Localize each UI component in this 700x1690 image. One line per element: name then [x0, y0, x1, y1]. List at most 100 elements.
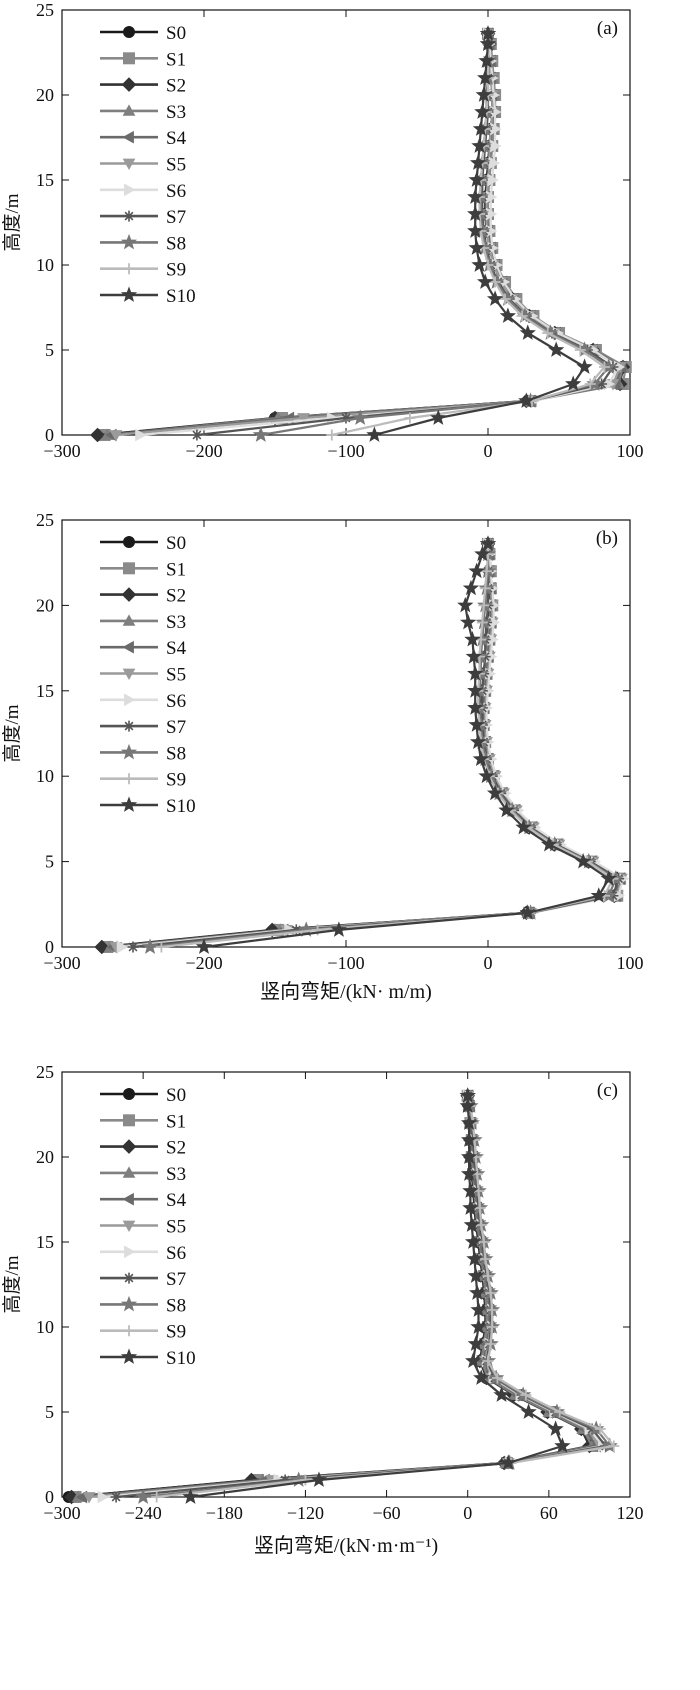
- data-point: [554, 1437, 571, 1453]
- legend-label: S9: [166, 260, 186, 281]
- series-line: [142, 1095, 611, 1499]
- data-point: [478, 767, 495, 784]
- legend-marker: [122, 158, 136, 171]
- legend-marker: [122, 1192, 134, 1206]
- legend-marker: [121, 77, 137, 92]
- y-axis-label: 高度/m: [1, 704, 23, 762]
- legend-marker: [120, 743, 138, 760]
- series-line: [149, 543, 617, 949]
- legend-marker: [120, 233, 138, 250]
- x-tick-label: −300: [43, 953, 80, 973]
- y-tick-label: 5: [45, 340, 54, 360]
- series-s9: [155, 538, 619, 953]
- data-point: [488, 156, 501, 170]
- legend: S0 S1 S2 S3 S4 S5 S6 S7 S8 S9 S10: [100, 23, 196, 307]
- legend-marker: [123, 1325, 135, 1337]
- x-tick-label: −100: [327, 953, 364, 973]
- y-tick-label: 10: [36, 1317, 54, 1337]
- x-tick-label: 0: [484, 953, 493, 973]
- legend-marker: [123, 773, 135, 785]
- series-s1: [69, 1089, 601, 1503]
- series-s0: [62, 1089, 599, 1503]
- legend-item: S1: [100, 559, 186, 580]
- x-tick-label: 120: [617, 1503, 644, 1523]
- legend-item: S9: [100, 1322, 186, 1343]
- legend-item: S3: [100, 612, 186, 633]
- data-point: [491, 1372, 503, 1384]
- legend-label: S2: [166, 1138, 186, 1159]
- data-point: [479, 35, 497, 51]
- series-line: [115, 1095, 607, 1499]
- legend-marker: [123, 263, 135, 275]
- data-point: [116, 940, 129, 954]
- legend-item: S3: [100, 102, 186, 123]
- legend-label: S3: [166, 1164, 186, 1185]
- data-point: [475, 1219, 487, 1231]
- data-point: [520, 1389, 532, 1401]
- x-tick-label: 60: [540, 1503, 558, 1523]
- legend-marker: [124, 1245, 136, 1259]
- data-point: [473, 1369, 490, 1385]
- legend-item: S6: [100, 181, 186, 202]
- data-point: [460, 1131, 478, 1147]
- series-line: [111, 33, 623, 437]
- data-point: [404, 412, 416, 424]
- legend-marker: [123, 26, 135, 38]
- legend-marker: [123, 1088, 135, 1100]
- data-point: [464, 1352, 482, 1368]
- x-tick-label: −200: [185, 953, 222, 973]
- y-tick-label: 10: [36, 766, 54, 786]
- data-point: [467, 222, 484, 238]
- legend-item: S3: [100, 1164, 186, 1185]
- series-s10: [366, 25, 593, 442]
- legend-label: S2: [166, 586, 186, 607]
- data-point: [460, 1148, 478, 1164]
- series-s7: [191, 28, 619, 441]
- x-tick-label: −300: [43, 1503, 80, 1523]
- data-point: [464, 1233, 482, 1249]
- x-axis-label: 竖向弯矩/(kN·m·m⁻¹): [254, 1534, 438, 1557]
- legend-marker: [123, 52, 135, 65]
- data-point: [476, 616, 488, 628]
- data-point: [340, 412, 352, 424]
- legend-item: S2: [100, 76, 186, 97]
- legend-label: S6: [166, 181, 186, 202]
- data-point: [110, 1491, 122, 1503]
- series-line: [156, 1095, 615, 1499]
- legend-label: S4: [166, 638, 187, 659]
- legend-marker: [122, 104, 136, 116]
- data-point: [486, 1304, 498, 1316]
- data-point: [489, 276, 501, 288]
- y-tick-label: 15: [36, 1232, 54, 1252]
- legend-label: S9: [166, 1322, 186, 1343]
- series-line: [115, 33, 622, 437]
- legend-item: S8: [100, 743, 186, 764]
- legend-marker: [121, 1139, 137, 1154]
- data-point: [459, 613, 477, 630]
- legend-item: S2: [100, 586, 186, 607]
- legend-item: S1: [100, 1111, 186, 1132]
- data-point: [299, 1474, 311, 1486]
- legend-label: S0: [166, 23, 186, 44]
- data-point: [469, 733, 487, 749]
- legend-label: S0: [166, 533, 186, 554]
- data-point: [310, 1471, 328, 1487]
- series-line: [196, 33, 615, 437]
- legend: S0 S1 S2 S3 S4 S5 S6 S7 S8 S9 S10: [100, 1085, 196, 1369]
- legend-label: S1: [166, 559, 186, 580]
- legend-item: S4: [100, 128, 187, 149]
- legend-label: S4: [166, 128, 187, 149]
- legend-label: S10: [166, 796, 196, 817]
- series-line: [115, 543, 623, 949]
- series-line: [161, 543, 615, 949]
- y-tick-label: 0: [45, 1487, 54, 1507]
- data-point: [471, 256, 488, 272]
- legend-label: S5: [166, 155, 186, 176]
- legend-marker: [123, 1272, 135, 1284]
- data-point: [574, 853, 592, 869]
- data-point: [499, 293, 511, 305]
- legend-label: S0: [166, 1085, 186, 1106]
- series-s5: [109, 539, 628, 954]
- data-point: [467, 699, 484, 715]
- data-point: [470, 1301, 487, 1317]
